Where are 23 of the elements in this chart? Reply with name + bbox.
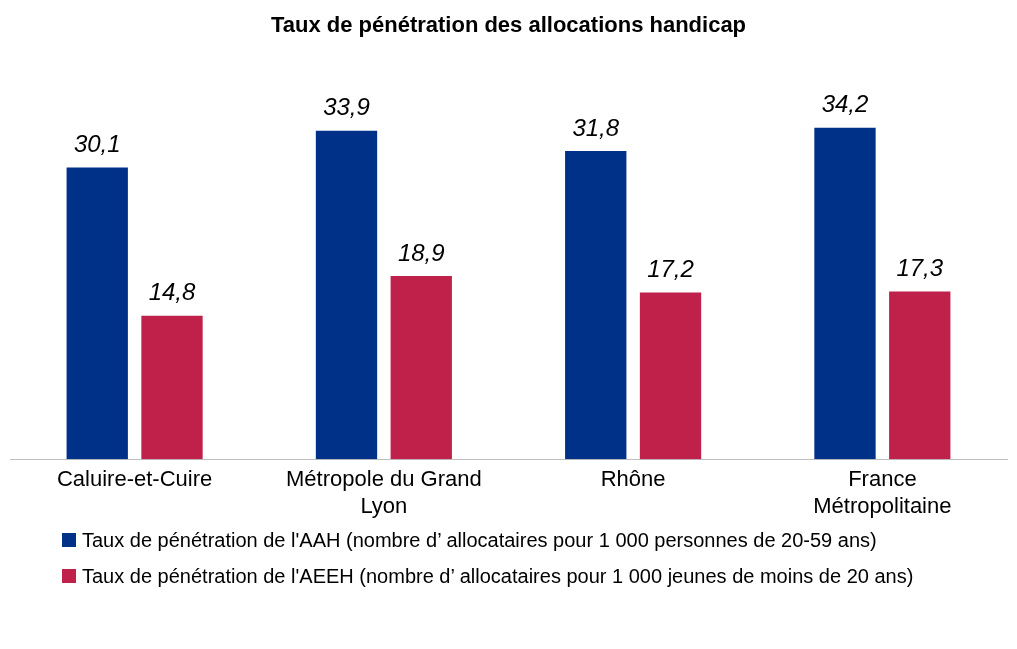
bar: [565, 151, 627, 460]
bar: [315, 130, 378, 460]
data-label: 34,2: [821, 90, 869, 118]
bar: [814, 127, 876, 460]
data-label: 30,1: [73, 130, 121, 158]
x-tick-label: France Métropolitaine: [813, 466, 952, 518]
bar: [66, 167, 128, 460]
data-label: 18,9: [397, 238, 445, 266]
data-label: 31,8: [572, 113, 620, 141]
data-label: 14,8: [148, 278, 197, 306]
bar: [390, 276, 452, 460]
bar: [141, 315, 203, 460]
bar: [639, 292, 702, 460]
data-label: 33,9: [323, 93, 370, 121]
x-tick-label: Rhône: [600, 466, 666, 492]
bar: [889, 291, 951, 460]
legend-label: Taux de pénétration de l'AAH (nombre d’ allocataires pour 1 000 personnes de 20-59 ans): [82, 528, 877, 552]
data-label: 17,2: [647, 255, 694, 283]
data-label: 17,3: [896, 254, 944, 282]
chart-title: Taux de pénétration des allocations handicap: [269, 12, 748, 38]
legend-label: Taux de pénétration de l'AEEH (nombre d’ allocataires pour 1 000 jeunes de moins de 20 ans): [82, 564, 914, 588]
x-tick-label: Caluire-et-Cuire: [56, 466, 213, 492]
x-tick-label: Métropole du Grand Lyon: [286, 466, 482, 518]
